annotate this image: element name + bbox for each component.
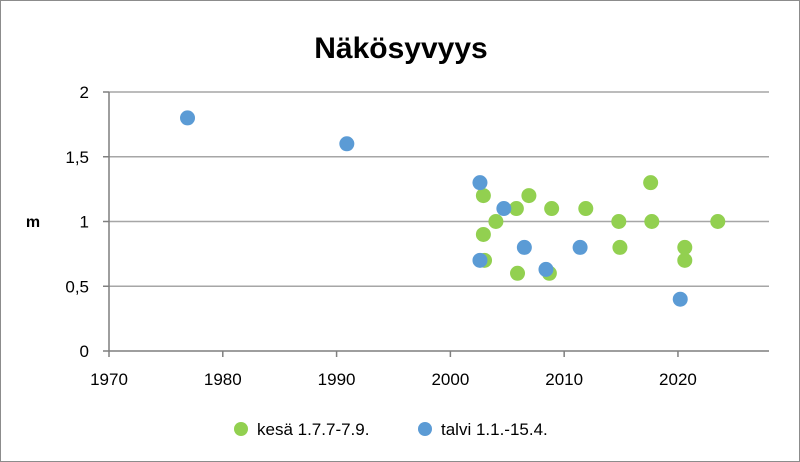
data-point xyxy=(475,226,491,242)
x-tick-label: 1980 xyxy=(204,370,242,389)
axes xyxy=(103,91,769,357)
data-point xyxy=(538,261,554,277)
y-tick-labels: 0 0,5 1 1,5 2 xyxy=(65,83,89,361)
data-point xyxy=(672,291,688,307)
y-tick-label: 1,5 xyxy=(65,148,89,167)
y-tick-label: 0,5 xyxy=(65,277,89,296)
data-point xyxy=(496,201,512,217)
data-point xyxy=(510,265,526,281)
data-point xyxy=(677,239,693,255)
data-point xyxy=(521,188,537,204)
legend-item-summer: kesä 1.7.7-7.9. xyxy=(234,420,369,439)
data-point xyxy=(544,201,560,217)
y-tick-label: 2 xyxy=(80,83,89,102)
y-axis-label: m xyxy=(26,214,40,231)
data-points xyxy=(180,110,726,307)
legend-item-winter: talvi 1.1.-15.4. xyxy=(418,420,548,439)
x-tick-label: 1970 xyxy=(90,370,128,389)
data-point xyxy=(710,214,726,229)
legend: kesä 1.7.7-7.9. talvi 1.1.-15.4. xyxy=(234,420,548,439)
data-point xyxy=(612,239,628,255)
x-tick-label: 1990 xyxy=(318,370,356,389)
gridlines xyxy=(109,91,769,287)
x-tick-label: 2000 xyxy=(431,370,469,389)
data-point xyxy=(611,214,627,229)
legend-marker-winter xyxy=(418,422,432,436)
data-point xyxy=(180,110,196,126)
data-point xyxy=(644,214,660,229)
data-point xyxy=(488,214,504,229)
data-point xyxy=(339,136,355,152)
legend-label-winter: talvi 1.1.-15.4. xyxy=(441,420,548,439)
y-tick-label: 1 xyxy=(80,213,89,232)
data-point xyxy=(508,201,524,217)
data-point xyxy=(578,201,594,217)
data-point xyxy=(472,175,488,191)
x-tick-labels: 1970 1980 1990 2000 2010 2020 xyxy=(90,370,697,389)
x-tick-label: 2020 xyxy=(659,370,697,389)
data-point xyxy=(572,239,588,255)
data-point xyxy=(516,239,532,255)
data-point xyxy=(472,252,488,268)
chart-title: Näkösyvyys xyxy=(314,32,487,65)
data-point xyxy=(677,252,693,268)
data-point xyxy=(475,188,491,204)
legend-marker-summer xyxy=(234,422,248,436)
legend-label-summer: kesä 1.7.7-7.9. xyxy=(257,420,369,439)
x-tick-label: 2010 xyxy=(545,370,583,389)
data-point xyxy=(643,175,659,191)
series-winter xyxy=(180,110,688,307)
series-summer xyxy=(475,175,726,281)
y-tick-label: 0 xyxy=(80,342,89,361)
